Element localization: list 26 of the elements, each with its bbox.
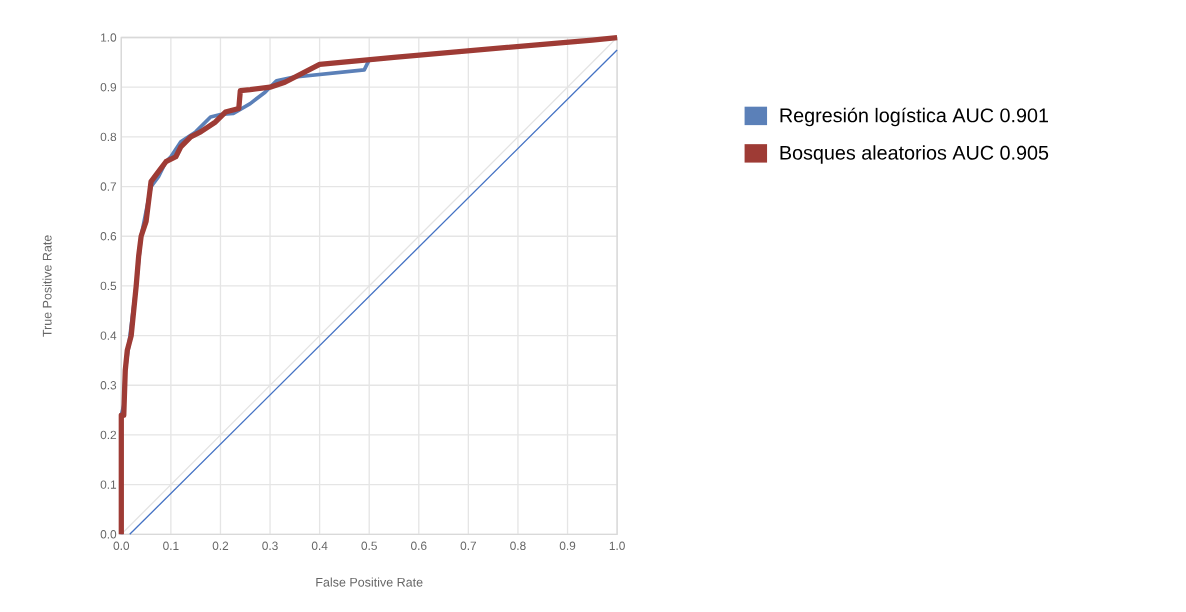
x-axis-title: False Positive Rate [316,577,423,587]
x-tick-label: 0.5 [361,541,377,550]
y-tick-label: 0.8 [100,132,117,141]
x-tick-label: 0.7 [460,541,477,550]
x-tick-label: 0.9 [559,541,576,550]
x-tick-label: 0.4 [311,541,328,550]
y-tick-label: 0.5 [100,281,117,290]
y-tick-label: 0.9 [100,82,117,92]
x-tick-label: 0.2 [212,541,229,550]
y-tick-label: 0.3 [100,380,117,390]
y-tick-label: 1.0 [101,33,117,42]
x-tick-label: 0.0 [113,541,130,550]
y-tick-label: 0.7 [100,182,117,191]
x-tick-label: 0.6 [411,541,427,550]
legend-label: Bosques aleatorios AUC 0.905 [780,145,1049,164]
x-tick-label: 0.1 [163,541,179,550]
x-tick-label: 1.0 [609,541,625,550]
y-tick-label: 0.2 [100,430,117,439]
y-axis-title: True Positive Rate [42,235,52,337]
y-tick-label: 0.0 [100,529,117,539]
legend-label: Regresión logística AUC 0.901 [780,107,1048,127]
y-tick-label: 0.6 [100,231,117,241]
y-tick-label: 0.1 [100,480,117,489]
x-tick-label: 0.8 [510,541,526,550]
y-tick-label: 0.4 [100,331,117,340]
x-tick-label: 0.3 [262,541,278,550]
